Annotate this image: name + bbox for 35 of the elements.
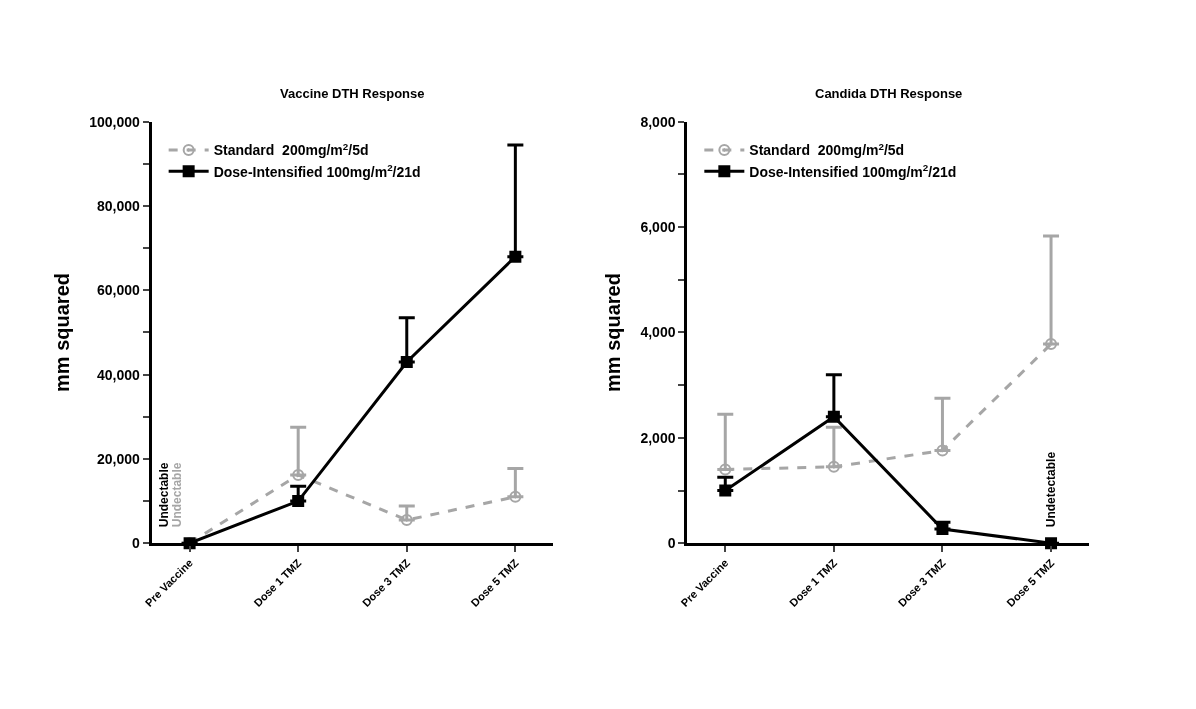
annotation: Undectable [169,462,184,528]
point [827,410,840,423]
y-tick-label: 80,000 [96,197,141,214]
point [1045,338,1058,351]
y-tick-label: 0 [667,535,676,552]
y-tick-label: 4,000 [640,324,676,341]
point [400,514,413,527]
point [936,444,949,457]
legend-label: Standard 200mg/m$^{2}$/5d [213,140,369,159]
legend-label: Standard 200mg/m$^{2}$/5d [749,140,905,159]
y-axis-title: mm squared [601,273,624,392]
y-axis-title: mm squared [50,273,73,392]
y-tick-label: 100,000 [89,113,141,130]
point [509,490,522,503]
point [719,484,732,497]
y-tick-label: 60,000 [96,282,141,299]
point [936,522,949,535]
point [292,468,305,481]
legend-label: Dose-Intensified 100mg/m$^{2}$/21d [749,161,957,180]
y-tick-label: 6,000 [640,219,676,236]
y-tick-label: 2,000 [640,429,676,446]
legend-label: Dose-Intensified 100mg/m$^{2}$/21d [213,161,421,180]
chart-title: Candida DTH Response [815,86,963,101]
y-tick-label: 20,000 [96,450,141,467]
y-tick-label: 40,000 [96,366,141,383]
point [400,355,413,368]
point [827,460,840,473]
y-tick-label: 0 [132,535,140,552]
chart-title: Vaccine DTH Response [280,86,425,101]
point [509,250,522,263]
point [719,463,732,476]
annotation: Undectable [156,462,171,528]
annotation: Undetectable [1043,451,1058,528]
y-tick-label: 8,000 [640,113,676,130]
point [292,495,305,508]
